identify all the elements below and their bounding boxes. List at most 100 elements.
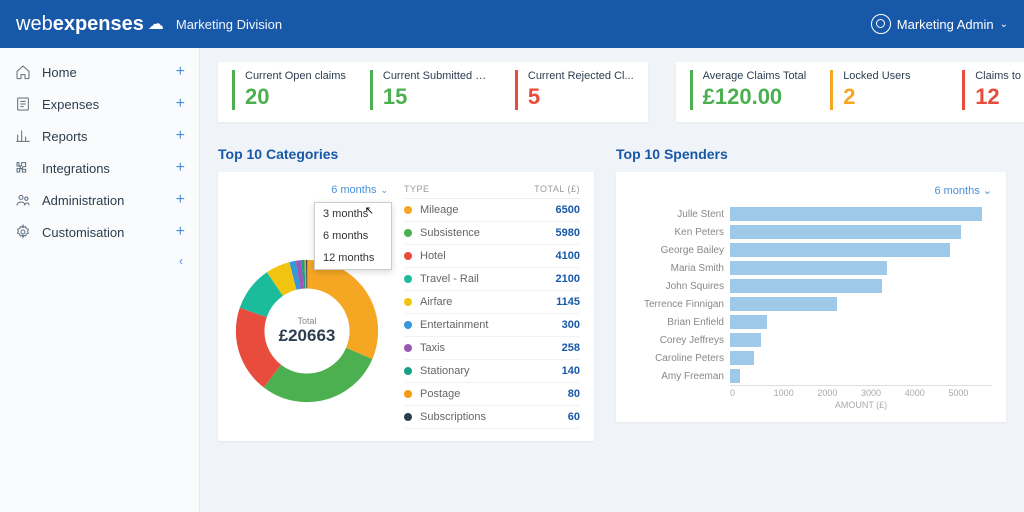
kpi-card: Average Claims Total£120.00 — [690, 70, 807, 110]
category-name: Stationary — [420, 365, 562, 377]
category-row[interactable]: Hotel4100 — [404, 245, 580, 268]
category-value: 2100 — [556, 273, 580, 285]
color-dot — [404, 390, 412, 398]
category-row[interactable]: Airfare1145 — [404, 291, 580, 314]
sidebar-item-customisation[interactable]: Customisation + — [0, 216, 199, 248]
kpi-label: Locked Users — [843, 70, 938, 82]
axis-tick: 5000 — [948, 388, 992, 398]
color-dot — [404, 367, 412, 375]
categories-period-selector[interactable]: 6 months⌄ — [232, 184, 392, 196]
expand-icon[interactable]: + — [176, 191, 185, 209]
kpi-card: Claims to Process12 — [962, 70, 1024, 110]
sidebar-item-label: Customisation — [42, 225, 124, 240]
spenders-title: Top 10 Spenders — [616, 146, 1006, 162]
sidebar-item-home[interactable]: Home + — [0, 56, 199, 88]
user-name: Marketing Admin — [897, 17, 994, 32]
chevron-down-icon: ⌄ — [1000, 19, 1008, 30]
category-name: Subscriptions — [420, 411, 568, 423]
expand-icon[interactable]: + — [176, 223, 185, 241]
category-name: Postage — [420, 388, 568, 400]
spender-row: Ken Peters — [630, 223, 992, 241]
sidebar-collapse[interactable]: ‹ — [0, 248, 199, 274]
spender-row: George Bailey — [630, 241, 992, 259]
sidebar-item-administration[interactable]: Administration+ — [0, 184, 199, 216]
kpi-card: Current Rejected Cl... 5 — [515, 70, 634, 110]
expand-icon[interactable]: + — [176, 63, 185, 81]
chart-icon — [14, 127, 32, 145]
category-name: Taxis — [420, 342, 562, 354]
period-option[interactable]: 6 months — [315, 225, 391, 247]
category-value: 258 — [562, 342, 580, 354]
spender-row: Terrence Finnigan — [630, 295, 992, 313]
expand-icon[interactable]: + — [176, 95, 185, 113]
chevron-down-icon: ⌄ — [980, 185, 992, 197]
home-icon — [14, 63, 32, 81]
category-row[interactable]: Travel - Rail2100 — [404, 268, 580, 291]
kpi-card: Current Open claims20 — [232, 70, 346, 110]
sidebar: Home+Expenses+Reports+Integrations+Admin… — [0, 48, 200, 512]
category-name: Mileage — [420, 204, 556, 216]
axis-tick: 1000 — [774, 388, 818, 398]
spenders-period-selector[interactable]: 6 months ⌄ — [630, 184, 992, 197]
category-row[interactable]: Subsistence5980 — [404, 222, 580, 245]
kpi-group-right: Average Claims Total£120.00Locked Users2… — [676, 62, 1024, 122]
kpi-label: Current Rejected Cl... — [528, 70, 634, 82]
bar-fill — [730, 333, 761, 347]
category-name: Entertainment — [420, 319, 562, 331]
category-value: 60 — [568, 411, 580, 423]
period-option[interactable]: 12 months — [315, 247, 391, 269]
bar-fill — [730, 297, 837, 311]
gear-icon — [14, 223, 32, 241]
donut-total-value: £20663 — [279, 326, 336, 346]
bar-fill — [730, 207, 982, 221]
spender-row: Corey Jeffreys — [630, 331, 992, 349]
spender-name: Terrence Finnigan — [630, 299, 730, 310]
category-value: 80 — [568, 388, 580, 400]
spender-row: John Squires — [630, 277, 992, 295]
category-row[interactable]: Stationary140 — [404, 360, 580, 383]
category-value: 140 — [562, 365, 580, 377]
sidebar-item-reports[interactable]: Reports + — [0, 120, 199, 152]
category-row[interactable]: Taxis258 — [404, 337, 580, 360]
category-row[interactable]: Postage80 — [404, 383, 580, 406]
cursor-icon: ↖ — [365, 204, 374, 217]
main-content: Current Open claims20 Current Submitted C… — [200, 48, 1024, 512]
kpi-card: Current Submitted C...15 — [370, 70, 491, 110]
sidebar-item-label: Reports — [42, 129, 88, 144]
category-row[interactable]: Subscriptions60 — [404, 406, 580, 429]
expand-icon[interactable]: + — [176, 159, 185, 177]
spenders-panel: Top 10 Spenders 6 months ⌄ Julle StentKe… — [616, 146, 1006, 441]
donut-chart: Total £20663 — [232, 256, 382, 406]
color-dot — [404, 229, 412, 237]
sidebar-item-label: Home — [42, 65, 77, 80]
sidebar-item-integrations[interactable]: Integrations + — [0, 152, 199, 184]
sidebar-item-label: Integrations — [42, 161, 110, 176]
spender-name: Caroline Peters — [630, 353, 730, 364]
expand-icon[interactable]: + — [176, 127, 185, 145]
category-row[interactable]: Entertainment300 — [404, 314, 580, 337]
sidebar-item-expenses[interactable]: Expenses+ — [0, 88, 199, 120]
col-total: TOTAL (£) — [534, 184, 580, 194]
donut-total-label: Total — [279, 316, 336, 326]
kpi-value: 15 — [383, 84, 491, 110]
kpi-group-left: Current Open claims20 Current Submitted C… — [218, 62, 648, 122]
kpi-value: 12 — [975, 84, 1024, 110]
bar-fill — [730, 369, 740, 383]
kpi-value: 5 — [528, 84, 634, 110]
spender-row: Brian Enfield — [630, 313, 992, 331]
color-dot — [404, 252, 412, 260]
axis-tick: 4000 — [905, 388, 949, 398]
bar-fill — [730, 225, 961, 239]
period-option[interactable]: 3 months — [315, 203, 391, 225]
user-icon — [871, 14, 891, 34]
people-icon — [14, 191, 32, 209]
axis-label: AMOUNT (£) — [730, 400, 992, 410]
categories-title: Top 10 Categories — [218, 146, 594, 162]
spender-name: John Squires — [630, 281, 730, 292]
user-menu[interactable]: Marketing Admin ⌄ — [871, 14, 1008, 34]
bar-fill — [730, 315, 767, 329]
color-dot — [404, 413, 412, 421]
color-dot — [404, 206, 412, 214]
category-row[interactable]: Mileage6500 — [404, 199, 580, 222]
category-value: 1145 — [556, 296, 580, 308]
